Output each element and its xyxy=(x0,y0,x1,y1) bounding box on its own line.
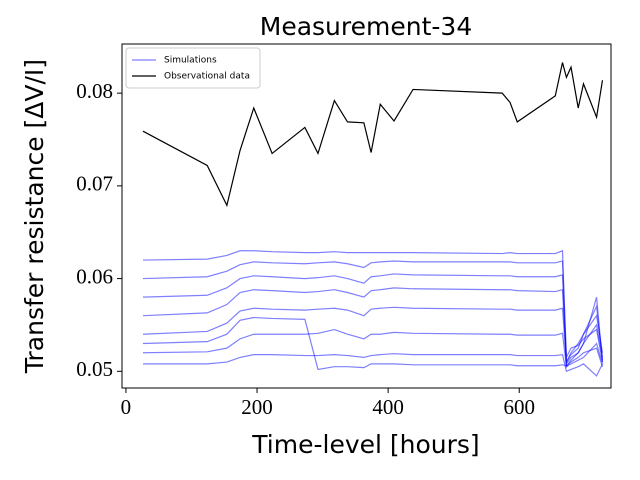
x-tick-label: 400 xyxy=(372,395,404,419)
series-line xyxy=(142,316,604,371)
series-line xyxy=(142,260,604,363)
series-line xyxy=(142,62,604,208)
series-line xyxy=(142,328,604,368)
y-axis-label: Transfer resistance [ΔV/I] xyxy=(20,59,49,374)
y-tick-label: 0.08 xyxy=(76,79,113,103)
y-tick-label: 0.05 xyxy=(76,357,113,381)
x-axis-label: Time-level [hours] xyxy=(251,430,479,459)
series-line xyxy=(142,287,604,364)
y-tick-label: 0.06 xyxy=(76,264,113,288)
y-tick-label: 0.07 xyxy=(76,172,113,196)
x-tick-label: 0 xyxy=(121,395,132,419)
chart-title: Measurement-34 xyxy=(260,12,472,41)
legend-label: Observational data xyxy=(164,72,250,82)
legend-label: Simulations xyxy=(164,56,217,66)
series-line xyxy=(142,249,604,363)
plot-frame xyxy=(121,43,612,389)
legend-box xyxy=(125,47,261,89)
x-tick-label: 200 xyxy=(241,395,273,419)
series-line xyxy=(142,273,604,369)
series-line xyxy=(142,296,604,366)
x-tick-label: 600 xyxy=(503,395,535,419)
series-line xyxy=(142,353,604,377)
